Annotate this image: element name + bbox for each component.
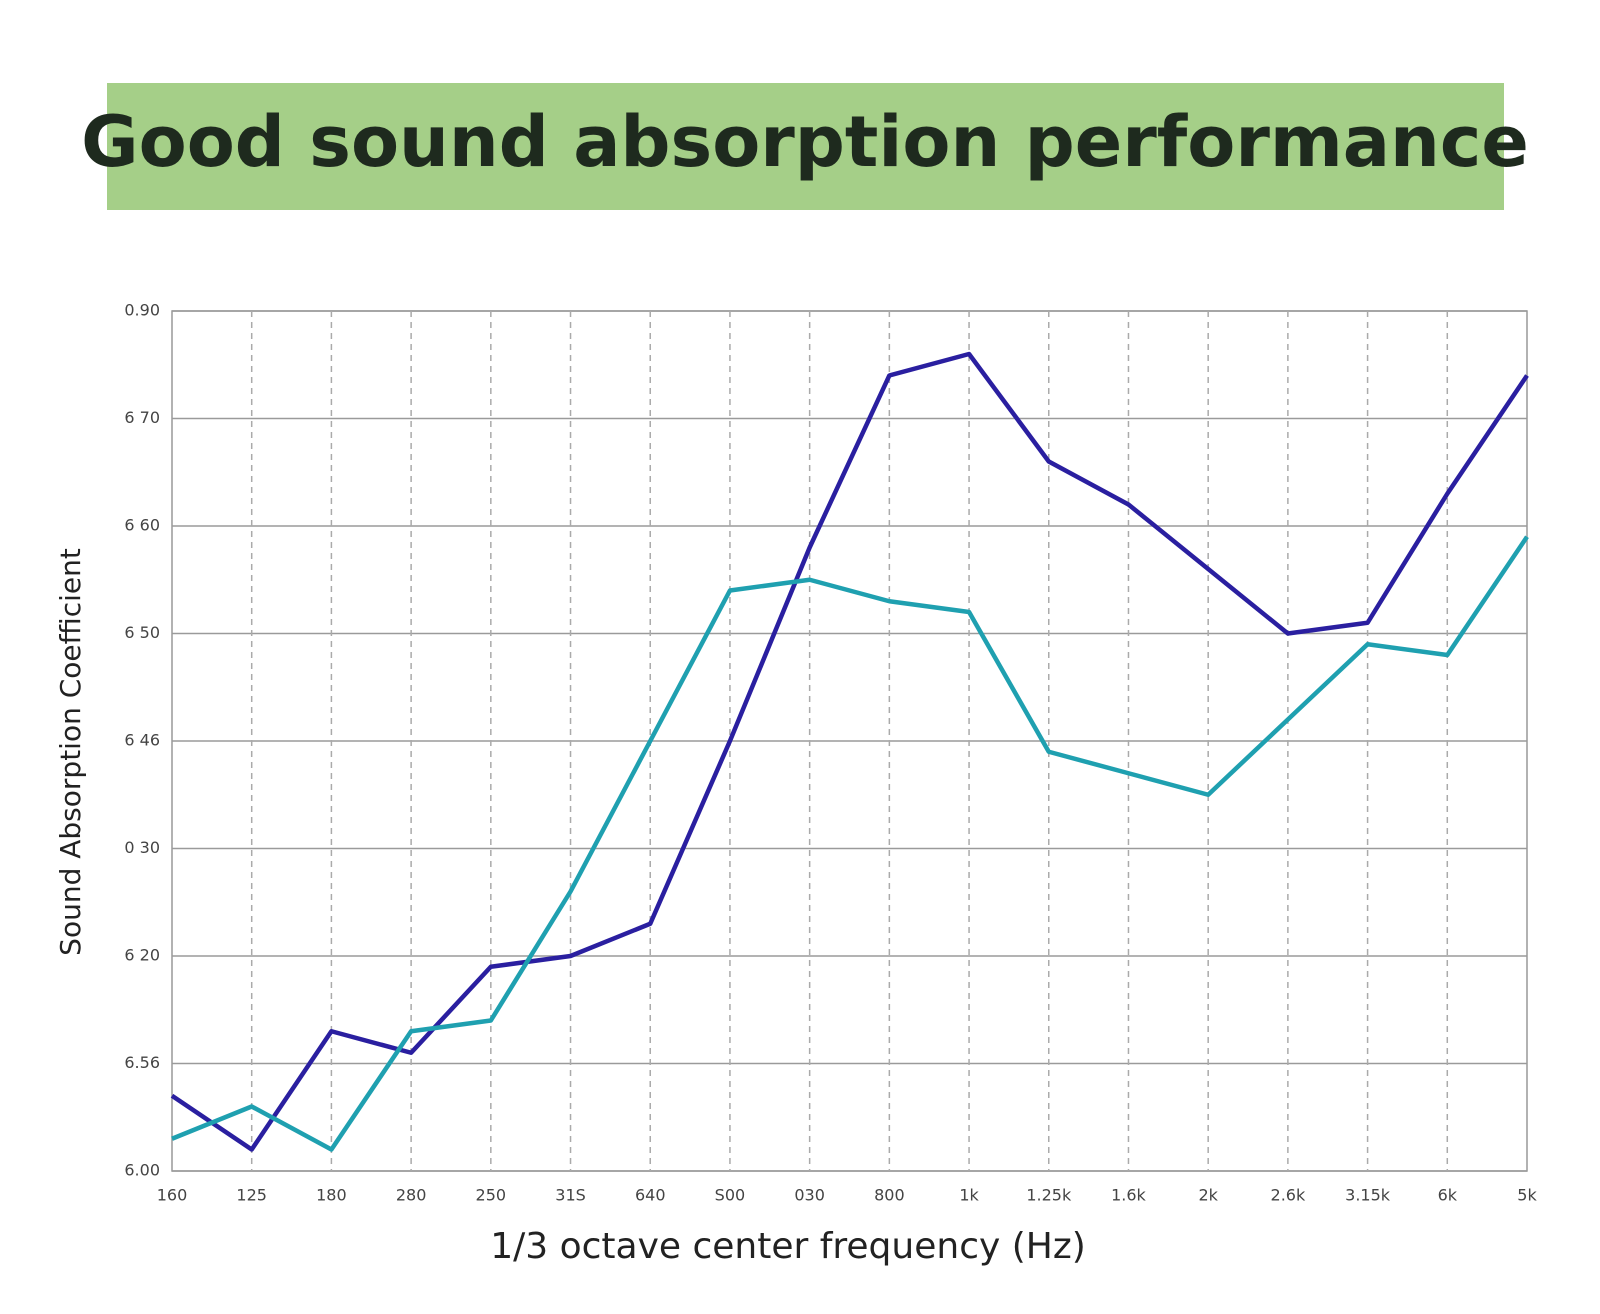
y-tick-label: 6 46	[124, 731, 160, 750]
x-tick-label: 5k	[1517, 1186, 1537, 1205]
x-tick-label: 280	[396, 1186, 427, 1205]
x-tick-label: 1k	[959, 1186, 979, 1205]
y-tick-label: 6.56	[124, 1053, 160, 1072]
x-tick-label: 030	[794, 1186, 825, 1205]
y-axis-label: Sound Absorption Coefficient	[54, 548, 87, 956]
x-tick-label: 31S	[555, 1186, 586, 1205]
x-tick-label: 1.25k	[1026, 1186, 1072, 1205]
x-tick-label: 2k	[1198, 1186, 1218, 1205]
x-tick-label: 6k	[1438, 1186, 1458, 1205]
x-tick-label: 180	[316, 1186, 347, 1205]
x-tick-label: 160	[157, 1186, 188, 1205]
x-tick-label: S00	[715, 1186, 746, 1205]
y-tick-label: 6.00	[124, 1161, 160, 1180]
x-tick-label: 250	[476, 1186, 507, 1205]
x-tick-label: 800	[874, 1186, 905, 1205]
x-tick-label: 125	[236, 1186, 267, 1205]
chart-title: Good sound absorption performance	[81, 101, 1529, 183]
x-tick-label: 640	[635, 1186, 666, 1205]
title-banner	[107, 83, 1504, 210]
y-tick-label: 6 70	[124, 408, 160, 427]
y-tick-label: 6 20	[124, 946, 160, 965]
y-tick-label: 6 50	[124, 623, 160, 642]
series-line	[170, 351, 1529, 1152]
x-axis-label: 1/3 octave center frequency (Hz)	[490, 1226, 1086, 1267]
x-tick-label: 3.15k	[1345, 1186, 1391, 1205]
y-tick-label: 0.90	[124, 301, 160, 320]
x-tick-label: 1.6k	[1111, 1186, 1146, 1205]
series-line	[171, 535, 1529, 1152]
x-tick-label: 2.6k	[1271, 1186, 1306, 1205]
y-tick-label: 6 60	[124, 516, 160, 535]
y-tick-label: 0 30	[124, 838, 160, 857]
